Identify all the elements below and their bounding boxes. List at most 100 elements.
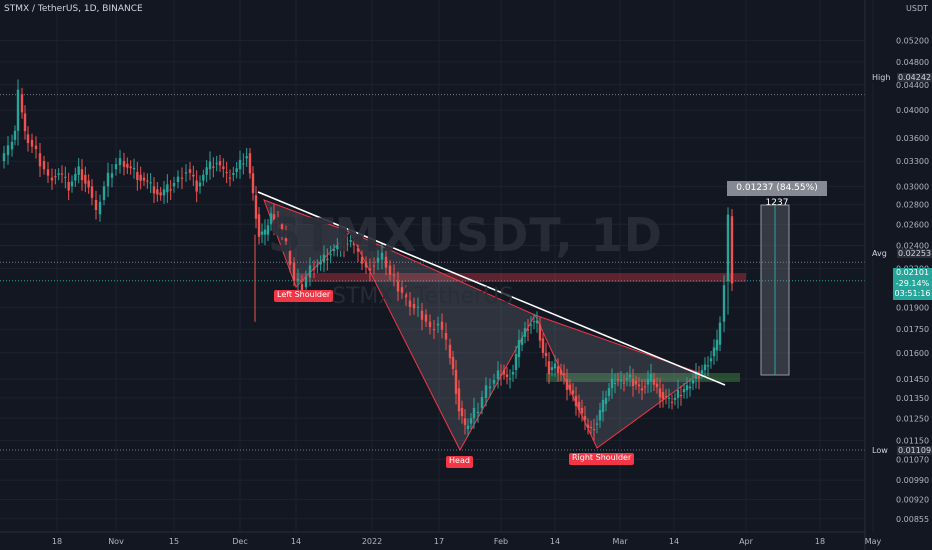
- candle-body: [94, 199, 98, 211]
- candle-body: [342, 245, 346, 248]
- candle-body: [592, 429, 596, 431]
- candle-body: [646, 378, 650, 385]
- candle-body: [631, 378, 635, 386]
- y-tick-label: 0.01150: [896, 436, 929, 445]
- left-shoulder-label: Left Shoulder: [274, 290, 334, 302]
- candle-body: [352, 240, 356, 246]
- candle-body: [254, 195, 258, 219]
- y-tick-label: 0.01450: [896, 375, 929, 384]
- candle-body: [106, 172, 110, 187]
- candle-body: [228, 177, 232, 179]
- candle-body: [541, 338, 545, 353]
- candle-body: [661, 392, 665, 400]
- candle-body: [80, 169, 84, 181]
- candle-body: [169, 189, 172, 191]
- current-price-badge: 0.02101 -29.14% 03:51:16: [893, 268, 932, 300]
- candle-body: [202, 174, 205, 181]
- right-shoulder-label: Right Shoulder: [569, 453, 635, 465]
- y-tick-label: 0.01600: [896, 349, 929, 358]
- candle-body: [553, 363, 557, 369]
- candle-body: [408, 300, 412, 308]
- candle-body: [709, 358, 713, 362]
- candle-body: [604, 397, 608, 404]
- x-tick-label: Dec: [232, 537, 247, 546]
- low-badge-value: 0.01109: [897, 446, 932, 455]
- candle-body: [658, 388, 662, 398]
- avg-badge-value: 0.02253: [897, 249, 932, 258]
- candle-body: [454, 370, 458, 394]
- candle-body: [505, 374, 509, 377]
- candle-body: [628, 374, 632, 378]
- candle-body: [550, 367, 554, 371]
- candle-body: [685, 385, 689, 391]
- candle-body: [532, 321, 536, 323]
- candle-body: [129, 166, 132, 169]
- candle-body: [238, 159, 242, 170]
- candle-body: [339, 241, 342, 248]
- y-tick-label: 0.02400: [896, 241, 929, 250]
- x-tick-label: Mar: [612, 537, 628, 546]
- candle-body: [166, 184, 169, 193]
- candle-body: [2, 153, 6, 162]
- candle-body: [670, 401, 674, 403]
- candle-body: [266, 225, 270, 235]
- candle-body: [715, 339, 719, 351]
- candle-body: [484, 385, 488, 398]
- candle-body: [372, 265, 376, 267]
- candle-body: [308, 265, 312, 278]
- high-badge-label: High: [870, 73, 894, 82]
- x-tick-label: May: [865, 537, 882, 546]
- candle-body: [706, 365, 710, 367]
- candle-body: [392, 274, 396, 276]
- candle-body: [195, 180, 198, 192]
- candle-body: [556, 366, 560, 374]
- candle-body: [235, 168, 238, 173]
- candle-body: [476, 411, 480, 414]
- candle-body: [364, 262, 368, 268]
- candle-body: [122, 161, 126, 167]
- candle-body: [349, 240, 352, 242]
- candle-body: [152, 186, 156, 194]
- head-label: Head: [446, 456, 473, 468]
- candle-body: [514, 354, 518, 371]
- candle-body: [718, 322, 722, 345]
- candle-body: [304, 276, 308, 288]
- candle-body: [257, 214, 261, 237]
- x-tick-label: 14: [669, 537, 679, 546]
- candle-body: [511, 372, 515, 375]
- candle-body: [376, 257, 380, 263]
- y-tick-label: 0.00920: [896, 496, 929, 505]
- candle-body: [292, 262, 296, 281]
- candle-body: [102, 186, 106, 200]
- candle-body: [98, 201, 102, 215]
- candle-body: [691, 379, 695, 384]
- candle-body: [673, 397, 677, 400]
- y-tick-label: 0.00855: [896, 515, 929, 524]
- watermark-name: STMX / TetherUS: [332, 284, 514, 309]
- candle-body: [722, 285, 726, 322]
- low-badge: Low 0.01109: [868, 446, 932, 459]
- candle-body: [688, 386, 692, 389]
- candle-body: [356, 248, 360, 252]
- candle-body: [529, 324, 533, 326]
- high-badge: High 0.04242: [868, 73, 932, 86]
- candle-body: [205, 167, 208, 175]
- candle-body: [574, 395, 578, 407]
- candle-body: [424, 314, 428, 322]
- candle-body: [118, 158, 122, 166]
- candle-body: [523, 328, 527, 337]
- candle-body: [139, 174, 142, 181]
- candle-body: [589, 426, 593, 429]
- avg-badge: Avg 0.02253: [868, 249, 932, 262]
- candle-body: [198, 182, 202, 187]
- candle-body: [652, 378, 656, 385]
- candle-body: [488, 386, 492, 389]
- candle-body: [276, 219, 280, 228]
- y-tick-label: 0.01070: [896, 455, 929, 464]
- candle-body: [26, 134, 30, 144]
- chart-zones: [296, 204, 790, 382]
- current-price-value: 0.02101: [895, 268, 930, 277]
- candle-body: [535, 320, 539, 324]
